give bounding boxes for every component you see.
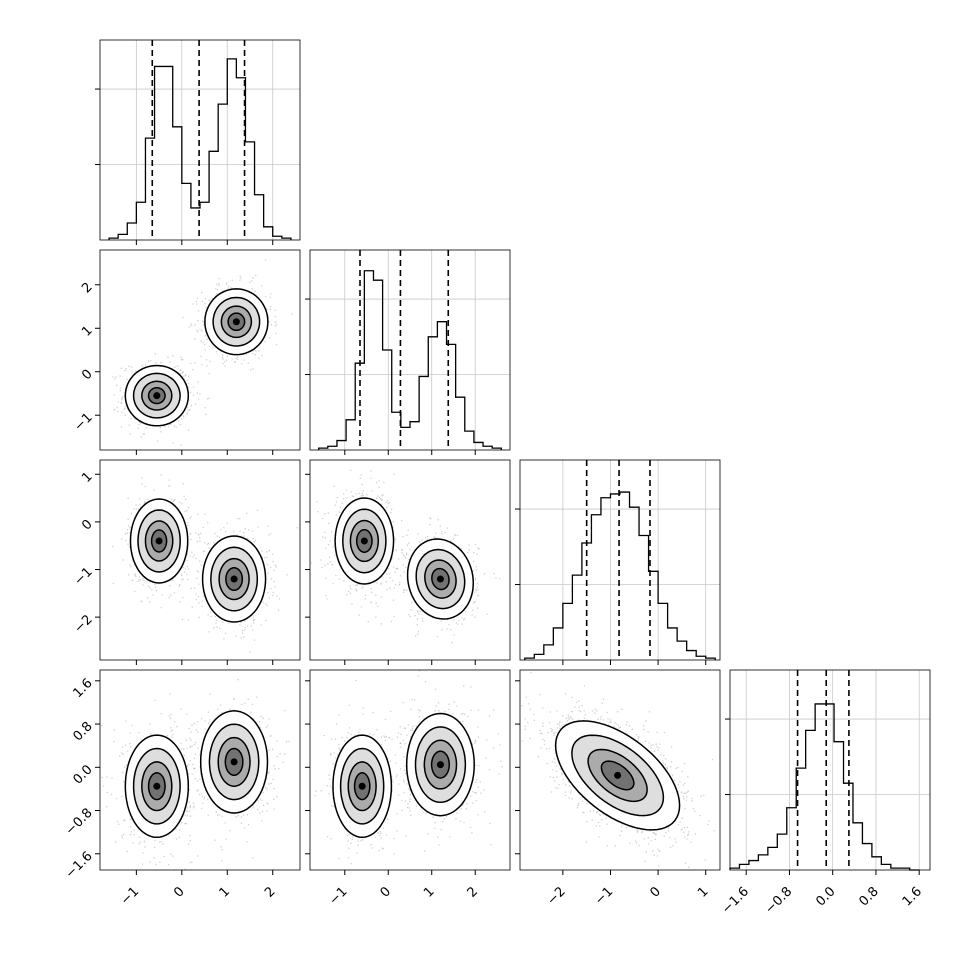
histogram-step-line <box>729 703 920 871</box>
density-peak <box>232 318 240 326</box>
panel-contents <box>310 469 501 644</box>
panel-frame <box>729 669 931 871</box>
x-tick-label: −1 <box>326 884 350 908</box>
panel-contents <box>112 474 298 653</box>
y-tick-label: −1 <box>71 565 95 589</box>
histogram-panel <box>305 249 511 451</box>
histogram-panel <box>515 459 721 661</box>
panel-background <box>100 460 300 660</box>
x-tick-label: −1.6 <box>719 884 752 917</box>
y-tick-label: 0.8 <box>70 719 95 744</box>
panels-layer: −1.6 −0.8 0.0 0.8 1.6 −1 0 1 2 −2 −1 0 1 −1 0 1 2 −1.6 −0.… <box>63 39 931 917</box>
x-tick-label: 1 <box>217 884 233 900</box>
panel-background <box>100 40 300 240</box>
y-tick-label: 0 <box>79 517 95 533</box>
x-tick-label: −1 <box>118 884 142 908</box>
panel-frame <box>309 669 511 871</box>
x-tick-label: 2 <box>262 884 278 900</box>
y-tick-label: 1 <box>79 323 95 339</box>
panel-contents <box>520 672 715 868</box>
panel-frame <box>309 249 511 451</box>
pair-panel <box>309 669 511 871</box>
x-tick-label: −1 <box>592 884 616 908</box>
density-peak <box>358 782 366 790</box>
pair-panel <box>309 459 511 661</box>
panel-contents <box>101 679 290 870</box>
y-tick-label: 1.6 <box>70 676 95 701</box>
panel-frame <box>99 669 301 871</box>
y-tick-label: 0.0 <box>70 762 95 787</box>
x-tick-label: −0.8 <box>762 884 795 917</box>
y-tick-label: −0.8 <box>63 806 96 839</box>
density-peak <box>230 575 238 583</box>
panel-contents <box>314 670 503 865</box>
pair-panel <box>99 249 301 451</box>
histogram-step-line <box>108 58 292 240</box>
density-peak <box>614 771 622 779</box>
density-peak <box>230 758 238 766</box>
x-tick-label: 0 <box>171 884 187 900</box>
x-tick-label: 2 <box>465 884 481 900</box>
y-tick-label: −2 <box>71 612 95 636</box>
x-tick-label: 1 <box>421 884 437 900</box>
x-tick-label: 1 <box>695 884 711 900</box>
panel-frame <box>309 459 511 661</box>
panel-frame <box>519 669 721 871</box>
histogram-step-line <box>524 491 716 660</box>
x-tick-label: 0 <box>378 884 394 900</box>
panel-frame <box>99 459 301 661</box>
panel-frame <box>99 249 301 451</box>
panel-background <box>100 250 300 450</box>
x-tick-label: 0.0 <box>813 884 838 909</box>
density-peak <box>436 575 444 583</box>
panel-background <box>310 250 510 450</box>
histogram-step-line <box>318 270 502 450</box>
panel-contents <box>112 259 293 446</box>
y-tick-label: 2 <box>79 280 95 296</box>
density-peak <box>436 761 444 769</box>
panel-frame <box>519 459 721 661</box>
y-tick-label: 1 <box>79 469 95 485</box>
x-tick-label: −2 <box>545 884 569 908</box>
density-peak <box>153 392 161 400</box>
x-tick-label: 0.8 <box>857 884 882 909</box>
histogram-panel <box>95 39 301 241</box>
density-peak <box>153 782 161 790</box>
y-tick-label: −1.6 <box>63 849 96 882</box>
panel-background <box>520 460 720 660</box>
y-tick-label: 0 <box>79 367 95 383</box>
pair-panel <box>99 459 301 661</box>
pair-panel <box>99 669 301 871</box>
panel-background <box>730 670 930 870</box>
x-tick-label: 0 <box>647 884 663 900</box>
density-peak <box>155 537 163 545</box>
density-peak <box>360 537 368 545</box>
y-tick-label: −1 <box>71 410 95 434</box>
x-tick-label: 1.6 <box>900 884 925 909</box>
histogram-panel <box>725 669 931 871</box>
panel-frame <box>99 39 301 241</box>
pair-panel <box>519 669 721 871</box>
